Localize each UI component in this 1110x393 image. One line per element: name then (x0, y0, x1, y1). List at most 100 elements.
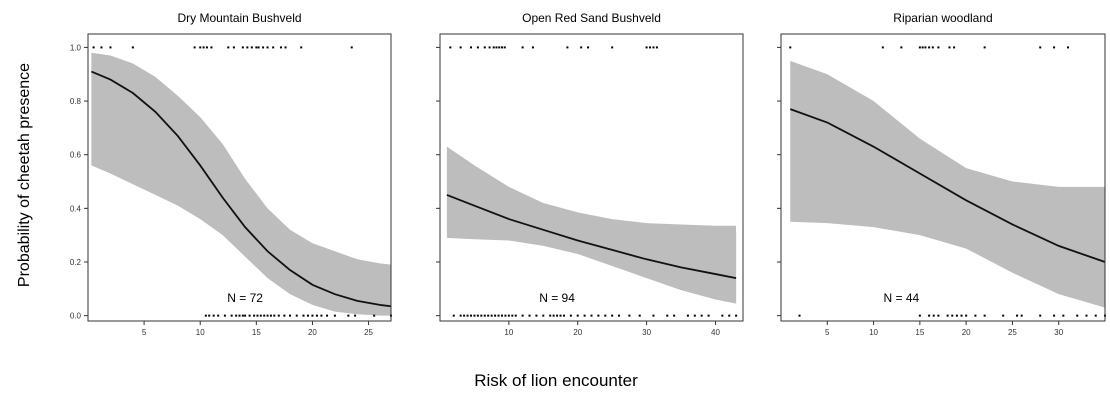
absence-point (469, 314, 472, 317)
absence-point (354, 314, 357, 317)
y-tick-label: 0.6 (70, 151, 82, 160)
absence-point (918, 314, 921, 317)
presence-point (495, 46, 498, 49)
absence-point (283, 314, 286, 317)
absence-point (256, 314, 259, 317)
absence-point (798, 314, 801, 317)
presence-point (931, 46, 934, 49)
confidence-band (446, 146, 737, 304)
absence-point (315, 314, 318, 317)
absence-point (273, 314, 276, 317)
absence-point (576, 314, 579, 317)
presence-point (280, 46, 283, 49)
absence-point (326, 314, 329, 317)
absence-point (569, 314, 572, 317)
absence-point (604, 314, 607, 317)
panel-title: Open Red Sand Bushveld (522, 11, 661, 25)
presence-point (953, 46, 956, 49)
presence-point (1066, 46, 1069, 49)
absence-point (347, 314, 350, 317)
plot-frame (439, 33, 744, 322)
absence-point (611, 314, 614, 317)
presence-point (100, 46, 103, 49)
fitted-line (91, 70, 392, 308)
absence-point (223, 314, 226, 317)
absence-point (277, 314, 280, 317)
presence-point (948, 46, 951, 49)
absence-point (556, 314, 559, 317)
absence-point (549, 314, 552, 317)
absence-point (217, 314, 220, 317)
presence-point (227, 46, 230, 49)
y-tick-label: 1.0 (70, 43, 82, 52)
absence-point (490, 314, 493, 317)
absence-point (628, 314, 631, 317)
absence-point (928, 314, 931, 317)
absence-point (965, 314, 968, 317)
presence-point (900, 46, 903, 49)
absence-point (306, 314, 309, 317)
presence-point (210, 46, 213, 49)
absence-point (960, 314, 963, 317)
presence-point (266, 46, 269, 49)
presence-point (232, 46, 235, 49)
y-tick-label: 0.8 (70, 97, 82, 106)
presence-point (921, 46, 924, 49)
presence-point (503, 46, 506, 49)
absence-point (559, 314, 562, 317)
absence-point (542, 314, 545, 317)
absence-point (497, 314, 500, 317)
absence-point (974, 314, 977, 317)
absence-point (590, 314, 593, 317)
absence-point (955, 314, 958, 317)
plot-frame (780, 33, 1106, 322)
y-tick-label: 0.0 (70, 312, 82, 321)
absence-point (373, 314, 376, 317)
absence-point (289, 314, 291, 317)
presence-point (1039, 46, 1042, 49)
absence-point (320, 314, 323, 317)
absence-point (618, 314, 621, 317)
absence-point (248, 314, 251, 317)
absence-point (583, 314, 586, 317)
presence-point (131, 46, 134, 49)
absence-point (521, 314, 524, 317)
x-tick-label: 5 (825, 328, 830, 337)
absence-point (652, 314, 655, 317)
presence-point (498, 46, 501, 49)
presence-point (881, 46, 884, 49)
presence-point (983, 46, 986, 49)
panel-title: Dry Mountain Bushveld (177, 11, 301, 25)
absence-point (707, 314, 710, 317)
presence-point (202, 46, 205, 49)
absence-point (700, 314, 703, 317)
x-tick-label: 10 (196, 328, 205, 337)
presence-point (566, 46, 569, 49)
x-tick-label: 15 (252, 328, 261, 337)
absence-point (937, 314, 940, 317)
x-tick-label: 10 (869, 328, 878, 337)
absence-point (263, 314, 266, 317)
presence-point (284, 46, 287, 49)
absence-point (241, 314, 244, 317)
x-tick-label: 40 (711, 328, 720, 337)
plot-frame (87, 33, 392, 322)
absence-point (728, 314, 731, 317)
absence-point (638, 314, 641, 317)
absence-point (311, 314, 314, 317)
x-tick-label: 20 (573, 328, 582, 337)
absence-point (983, 314, 986, 317)
x-tick-label: 25 (1008, 328, 1017, 337)
panels: Dry Mountain Bushveld 5 10 15 20 25 0.0 0.2 0.4 0… (70, 11, 1106, 337)
presence-point (109, 46, 112, 49)
absence-point (235, 314, 238, 317)
absence-point (463, 314, 466, 317)
presence-point (193, 46, 196, 49)
absence-point (535, 314, 538, 317)
presence-point (924, 46, 927, 49)
presence-point (580, 46, 583, 49)
y-tick-label: 0.2 (70, 258, 82, 267)
y-tick-label: 0.4 (70, 204, 82, 213)
absence-point (1039, 314, 1042, 317)
absence-point (295, 314, 298, 317)
